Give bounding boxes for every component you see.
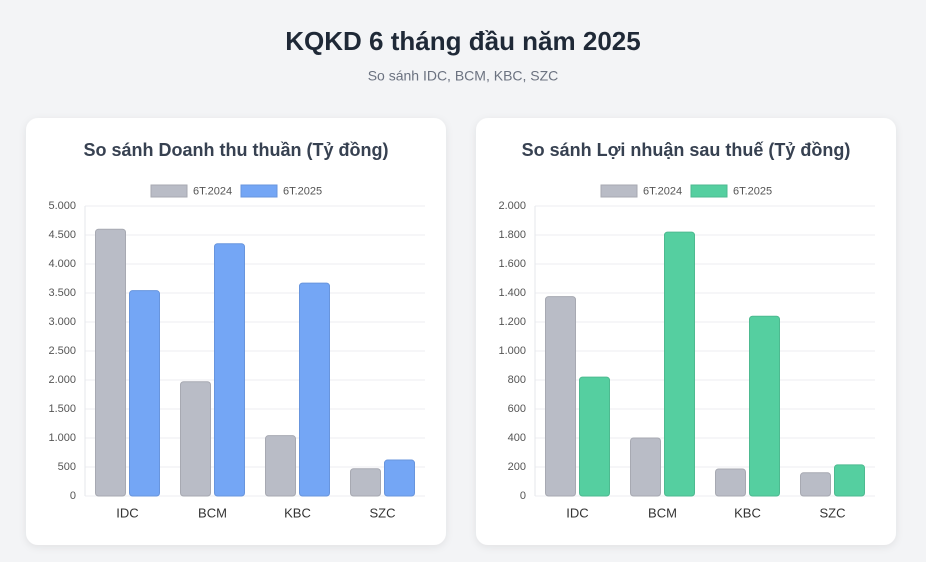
bar <box>834 464 865 497</box>
bar <box>800 472 831 497</box>
bar <box>749 315 780 497</box>
bar <box>265 435 296 497</box>
y-tick-label: 4.500 <box>48 229 76 241</box>
y-tick-label: 200 <box>508 461 526 473</box>
y-tick-label: 1.800 <box>498 229 526 241</box>
y-tick-label: 400 <box>508 432 526 444</box>
y-tick-label: 2.000 <box>498 200 526 212</box>
legend-swatch <box>600 184 638 198</box>
bar <box>664 231 695 497</box>
bar <box>545 296 576 497</box>
y-tick-label: 3.500 <box>48 287 76 299</box>
bar <box>715 468 746 497</box>
x-tick-label: IDC <box>566 505 588 520</box>
y-tick-label: 0 <box>70 490 76 502</box>
x-tick-label: SZC <box>370 505 396 520</box>
y-tick-label: 1.600 <box>498 258 526 270</box>
bar <box>180 381 211 497</box>
bar <box>299 282 330 497</box>
y-tick-label: 4.000 <box>48 258 76 270</box>
bar <box>579 376 610 497</box>
y-tick-label: 1.000 <box>498 345 526 357</box>
y-tick-label: 500 <box>58 461 76 473</box>
legend-label: 6T.2025 <box>733 185 772 197</box>
legend-swatch <box>240 184 278 198</box>
chart-title: So sánh Lợi nhuận sau thuế (Tỷ đồng) <box>522 140 851 160</box>
x-tick-label: SZC <box>820 505 846 520</box>
bar <box>214 243 245 497</box>
legend-label: 6T.2024 <box>643 185 682 197</box>
legend-label: 6T.2024 <box>193 185 232 197</box>
x-tick-label: BCM <box>648 505 677 520</box>
y-tick-label: 2.000 <box>48 374 76 386</box>
bar <box>95 228 126 497</box>
y-tick-label: 1.000 <box>48 432 76 444</box>
y-tick-label: 1.400 <box>498 287 526 299</box>
y-tick-label: 1.500 <box>48 403 76 415</box>
y-tick-label: 2.500 <box>48 345 76 357</box>
legend-swatch <box>150 184 188 198</box>
bar <box>630 437 661 497</box>
legend-label: 6T.2025 <box>283 185 322 197</box>
x-tick-label: BCM <box>198 505 227 520</box>
y-tick-label: 0 <box>520 490 526 502</box>
bar <box>384 459 415 497</box>
x-tick-label: KBC <box>284 505 311 520</box>
y-tick-label: 800 <box>508 374 526 386</box>
page-title: KQKD 6 tháng đầu năm 2025 <box>285 26 640 56</box>
legend-swatch <box>690 184 728 198</box>
y-tick-label: 1.200 <box>498 316 526 328</box>
chart-title: So sánh Doanh thu thuần (Tỷ đồng) <box>84 140 389 160</box>
x-tick-label: KBC <box>734 505 761 520</box>
bar <box>350 468 381 497</box>
page-subtitle: So sánh IDC, BCM, KBC, SZC <box>368 68 559 84</box>
y-tick-label: 5.000 <box>48 200 76 212</box>
bar <box>129 290 160 497</box>
y-tick-label: 600 <box>508 403 526 415</box>
y-tick-label: 3.000 <box>48 316 76 328</box>
x-tick-label: IDC <box>116 505 138 520</box>
